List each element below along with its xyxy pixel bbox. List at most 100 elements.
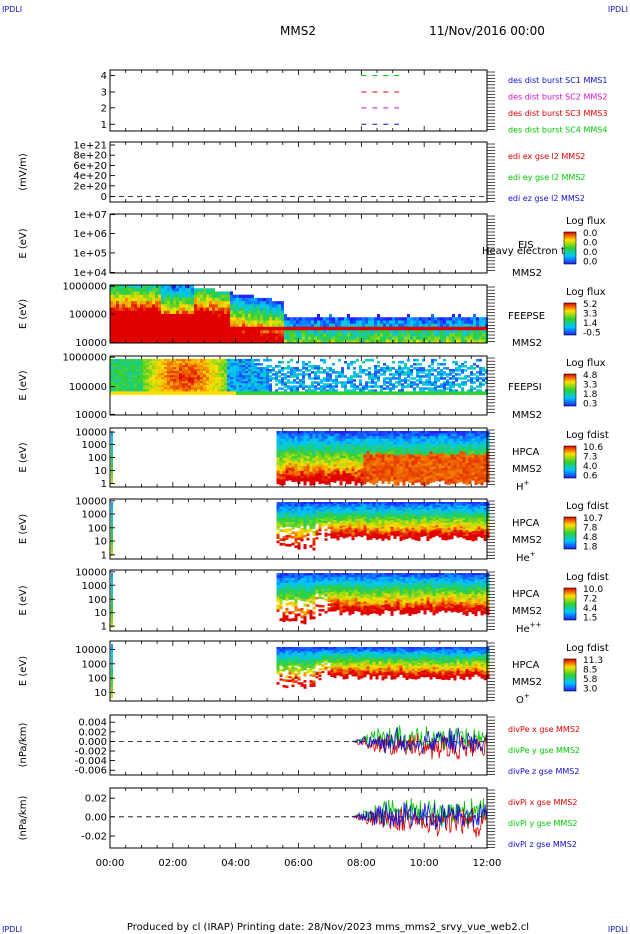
- y-tick-label: 1000000: [62, 353, 107, 364]
- y-axis-title: E (eV): [18, 442, 29, 472]
- colorbar-tick-label: 3.3: [583, 381, 597, 391]
- instrument-label: FEEPSI: [508, 382, 542, 393]
- y-tick-label: 4e+20: [73, 171, 107, 182]
- legend-entry: edi ex gse l2 MMS2: [508, 152, 585, 161]
- corner-label-bottom-left: IPDLI: [2, 925, 22, 934]
- colorbar-tick-label: 4.0: [583, 462, 598, 472]
- y-tick-label: 1e+07: [73, 210, 107, 221]
- colorbar-tick-label: 1.4: [583, 319, 598, 329]
- y-tick-label: 1000: [82, 510, 107, 521]
- panel-p3: 1e+07 1e+06 1e+05 1e+04 E (eV) EIS MMS2 Heavy e…: [18, 210, 606, 279]
- y-tick-label: 2e+20: [73, 181, 107, 192]
- colorbar-title: Log fdist: [566, 430, 609, 441]
- spacecraft-label: MMS2: [512, 268, 542, 279]
- instrument-label: HPCA: [512, 447, 540, 458]
- footer-text: Produced by cl (IRAP) Printing date: 28/…: [127, 922, 529, 933]
- y-tick-label: 1: [101, 120, 107, 131]
- colorbar-tick-label: 3.0: [583, 685, 598, 695]
- colorbar-tick-label: 0.6: [583, 472, 598, 482]
- panel-content: [111, 644, 490, 698]
- series-line: [351, 733, 488, 760]
- colorbar-tick-label: 1.8: [583, 543, 598, 553]
- colorbar: [563, 373, 577, 407]
- panel-p5: 1000000 100000 10000 E (eV) FEEPSI MMS2 Log fl…: [18, 353, 606, 421]
- time-tick-label: 12:00: [473, 858, 502, 869]
- series-line: [351, 801, 488, 830]
- colorbar-title: Log flux: [566, 358, 606, 369]
- panel-content: [110, 798, 488, 838]
- panel-content: [110, 725, 488, 760]
- instrument-label: EIS: [518, 240, 534, 251]
- colorbar-tick-label: 8.5: [583, 666, 597, 676]
- colorbar-tick-label: 0.0: [583, 248, 598, 258]
- legend-entry: divPe x gse MMS2: [508, 725, 580, 734]
- y-tick-label: 0.002: [78, 727, 107, 738]
- colorbar-tick-label: 7.3: [583, 453, 597, 463]
- time-tick-label: 08:00: [347, 858, 376, 869]
- instrument-label: HPCA: [512, 518, 540, 529]
- colorbar-title: Log fdist: [566, 501, 609, 512]
- colorbar-tick-label: 5.2: [583, 300, 597, 310]
- y-axis-title: E (eV): [18, 585, 29, 615]
- y-axis-title: E (eV): [18, 299, 29, 329]
- y-tick-label: 10000: [75, 428, 107, 439]
- corner-label-top-left: IPDLI: [2, 5, 22, 14]
- y-tick-label: 1000: [82, 659, 107, 670]
- y-tick-label: 100: [88, 453, 107, 464]
- overlay-label: Heavy electron to: [482, 246, 571, 257]
- panel-p1: 4 3 2 1 des dist burst SC1 MMS1 des dist burs…: [101, 69, 607, 135]
- legend-entry: divPi z gse MMS2: [508, 840, 577, 849]
- time-tick-label: 10:00: [410, 858, 439, 869]
- y-tick-label: 1e+21: [73, 141, 107, 152]
- corner-label-top-right: IPDLI: [608, 5, 628, 14]
- colorbar-tick-label: 4.8: [583, 533, 598, 543]
- y-tick-label: -0.004: [75, 756, 107, 767]
- colorbar-tick-label: 0.3: [583, 400, 597, 410]
- y-tick-label: 3: [101, 87, 107, 98]
- legend-entry: des dist burst SC4 MMS4: [508, 126, 607, 135]
- panel-content: [111, 430, 490, 487]
- panel-content: [110, 358, 488, 395]
- colorbar-tick-label: 1.8: [583, 390, 598, 400]
- panel-p9: 10000 1000 100 10 E (eV) HPCA MMS2 O+ Log fdist 1…: [18, 640, 609, 706]
- y-tick-label: 1000: [82, 440, 107, 451]
- colorbar-tick-label: 7.2: [583, 595, 597, 605]
- colorbar-tick-label: 5.8: [583, 675, 598, 685]
- spacecraft-title: MMS2: [280, 24, 316, 38]
- colorbar-tick-label: 10.6: [583, 443, 603, 453]
- colorbar-tick-label: 0.0: [583, 229, 598, 239]
- y-axis-title: (nPa/km): [18, 723, 29, 768]
- time-tick-label: 00:00: [96, 858, 125, 869]
- y-tick-label: 10: [94, 608, 107, 619]
- y-tick-label: 1: [101, 550, 107, 561]
- y-tick-label: 10: [94, 537, 107, 548]
- colorbar-tick-label: 4.8: [583, 371, 598, 381]
- y-tick-label: 10000: [75, 410, 107, 421]
- y-tick-label: 1: [101, 622, 107, 633]
- colorbar-tick-label: 4.4: [583, 604, 598, 614]
- y-tick-label: 4: [101, 71, 107, 82]
- y-tick-label: 1e+04: [73, 268, 107, 279]
- panel-content: [111, 573, 490, 628]
- spacecraft-label: MMS2: [512, 464, 542, 475]
- y-tick-label: 8e+20: [73, 151, 107, 162]
- y-tick-label: 0.00: [85, 812, 107, 823]
- y-tick-label: 10000: [75, 496, 107, 507]
- y-tick-label: 0.02: [85, 794, 107, 805]
- y-axis-title: E (eV): [18, 514, 29, 544]
- y-axis-title: E (eV): [18, 370, 29, 400]
- panel-p4: 1000000 100000 10000 E (eV) FEEPSE MMS2 Log fl…: [18, 282, 606, 349]
- colorbar-title: Log fdist: [566, 572, 609, 583]
- time-tick-label: 02:00: [158, 858, 187, 869]
- colorbar-tick-label: 10.0: [583, 585, 603, 595]
- y-tick-label: 1000000: [62, 282, 107, 293]
- legend-entry: des dist burst SC1 MMS1: [508, 76, 607, 85]
- spacecraft-label: MMS2: [512, 410, 542, 421]
- time-tick-label: 06:00: [284, 858, 313, 869]
- ion-species-label: He++: [516, 621, 542, 635]
- y-tick-label: -0.002: [75, 747, 107, 758]
- y-axis-title: (nPa/km): [18, 796, 29, 841]
